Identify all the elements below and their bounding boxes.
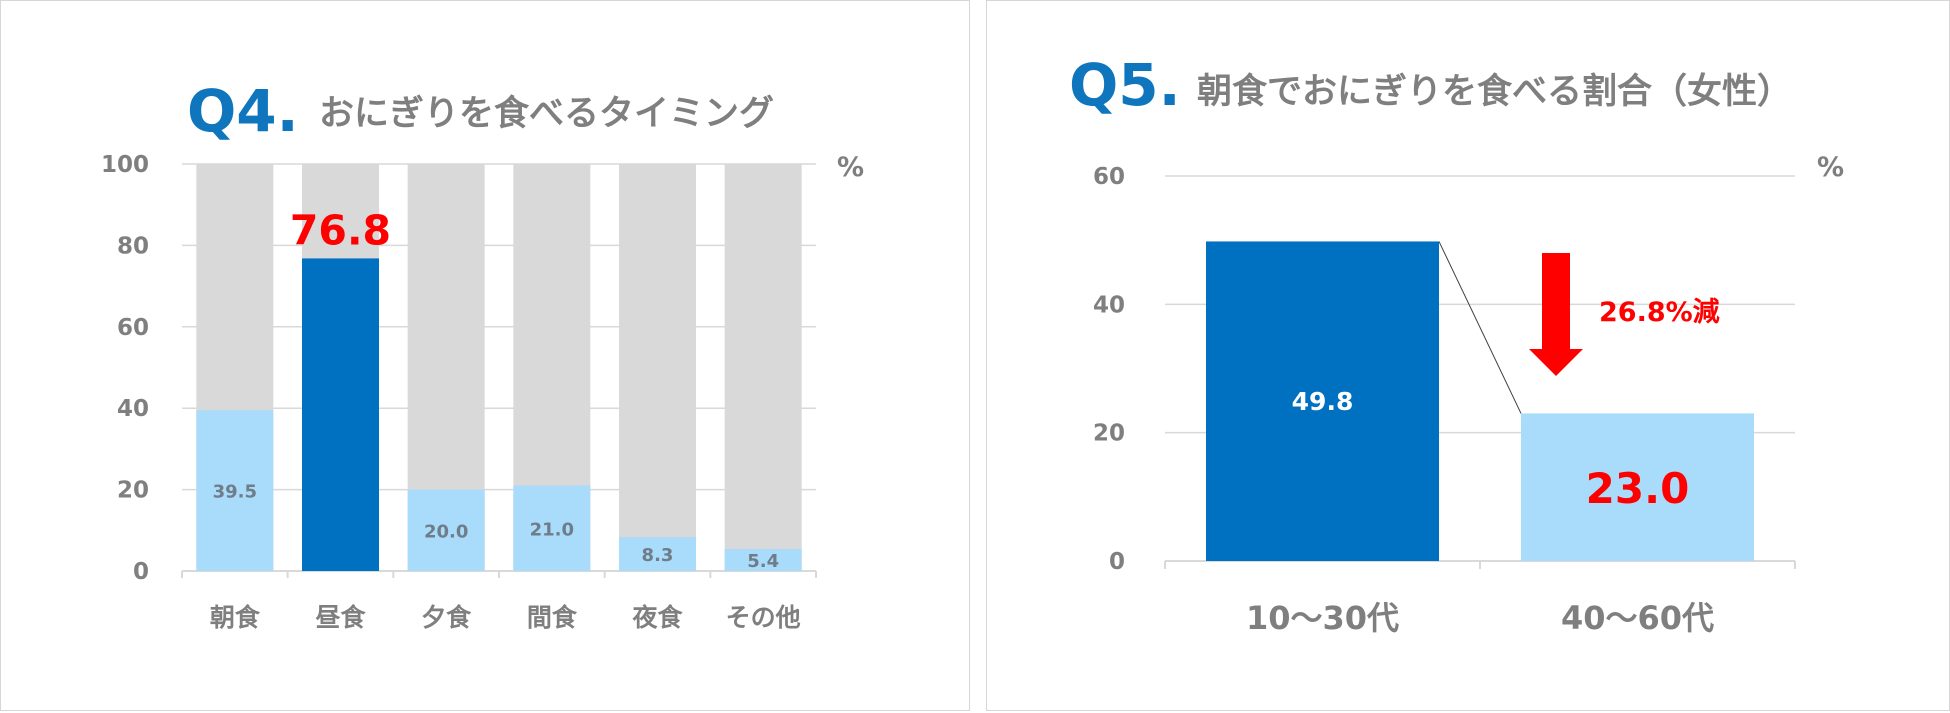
chart-q5-data-label: 49.8: [1292, 387, 1354, 416]
chart-q5-annotation: 26.8%減: [1599, 297, 1720, 328]
chart-q5-category-label: 40～60代: [1561, 599, 1714, 637]
chart-q4-ytick: 60: [117, 315, 149, 341]
chart-q4-data-label: 8.3: [642, 545, 674, 566]
chart-q4-bar: [196, 410, 274, 571]
chart-q5: Q5. 朝食でおにぎりを食べる割合（女性） % 0 20 40 60 49.8 10～3…: [1069, 51, 1844, 637]
chart-q4-ytick: 0: [133, 559, 149, 585]
chart-q4-data-label: 39.5: [213, 482, 257, 503]
chart-q5-category-label: 10～30代: [1246, 599, 1399, 637]
chart-q5-ytick: 60: [1093, 164, 1125, 190]
chart-q4-data-label: 21.0: [530, 519, 574, 540]
chart-q4-title: おにぎりを食べるタイミング: [319, 93, 774, 134]
chart-q4-data-label: 76.8: [290, 206, 391, 254]
chart-q5-ytick: 0: [1109, 549, 1125, 575]
chart-q5-unit: %: [1817, 152, 1844, 183]
chart-q4-category-label: 夕食: [421, 603, 472, 632]
chart-q4-bar-background: [724, 164, 802, 571]
chart-q4-ytick: 100: [101, 152, 149, 178]
chart-q4-category-label: 間食: [527, 603, 578, 632]
chart-q4-ytick: 80: [117, 233, 149, 259]
chart-q4-number: Q4.: [187, 77, 299, 145]
chart-q4-bar: [724, 549, 802, 571]
chart-q5-bar: [1206, 241, 1439, 561]
chart-q5-bar: [1521, 413, 1754, 561]
chart-q4-bar: [619, 537, 696, 571]
chart-panel-q5: Q5. 朝食でおにぎりを食べる割合（女性） % 0 20 40 60 49.8 10～3…: [986, 0, 1950, 711]
chart-panel-q4: Q4. おにぎりを食べるタイミング % 0 20 40 60 80 100 39.5 朝食 7…: [0, 0, 970, 711]
chart-q4-category-label: 朝食: [210, 603, 261, 632]
chart-q4-bar: [302, 258, 379, 571]
chart-q4-ytick: 20: [117, 478, 149, 504]
chart-q4-data-label: 20.0: [424, 521, 468, 542]
chart-q5-title: 朝食でおにぎりを食べる割合（女性）: [1197, 71, 1792, 112]
chart-q5-decrease-arrow-icon: [1529, 253, 1583, 376]
chart-q5-connector-line: [1438, 241, 1522, 414]
chart-q4-bar: [513, 485, 591, 571]
chart-q5-ytick: 20: [1093, 421, 1125, 447]
chart-q5-ytick: 40: [1093, 292, 1125, 318]
chart-q5-data-label: 23.0: [1586, 464, 1690, 513]
chart-q4: Q4. おにぎりを食べるタイミング % 0 20 40 60 80 100 39.5 朝食 7…: [101, 77, 864, 632]
chart-q4-data-label: 5.4: [747, 551, 779, 572]
chart-q4-category-label: 昼食: [315, 603, 366, 632]
chart-q4-bar: [407, 489, 485, 571]
chart-q4-category-label: 夜食: [631, 603, 683, 632]
chart-q5-number: Q5.: [1069, 51, 1181, 119]
chart-q4-ytick: 40: [117, 396, 149, 422]
chart-q4-unit: %: [837, 152, 864, 183]
chart-q4-category-label: その他: [726, 603, 801, 632]
chart-q4-bar-background: [619, 164, 696, 571]
